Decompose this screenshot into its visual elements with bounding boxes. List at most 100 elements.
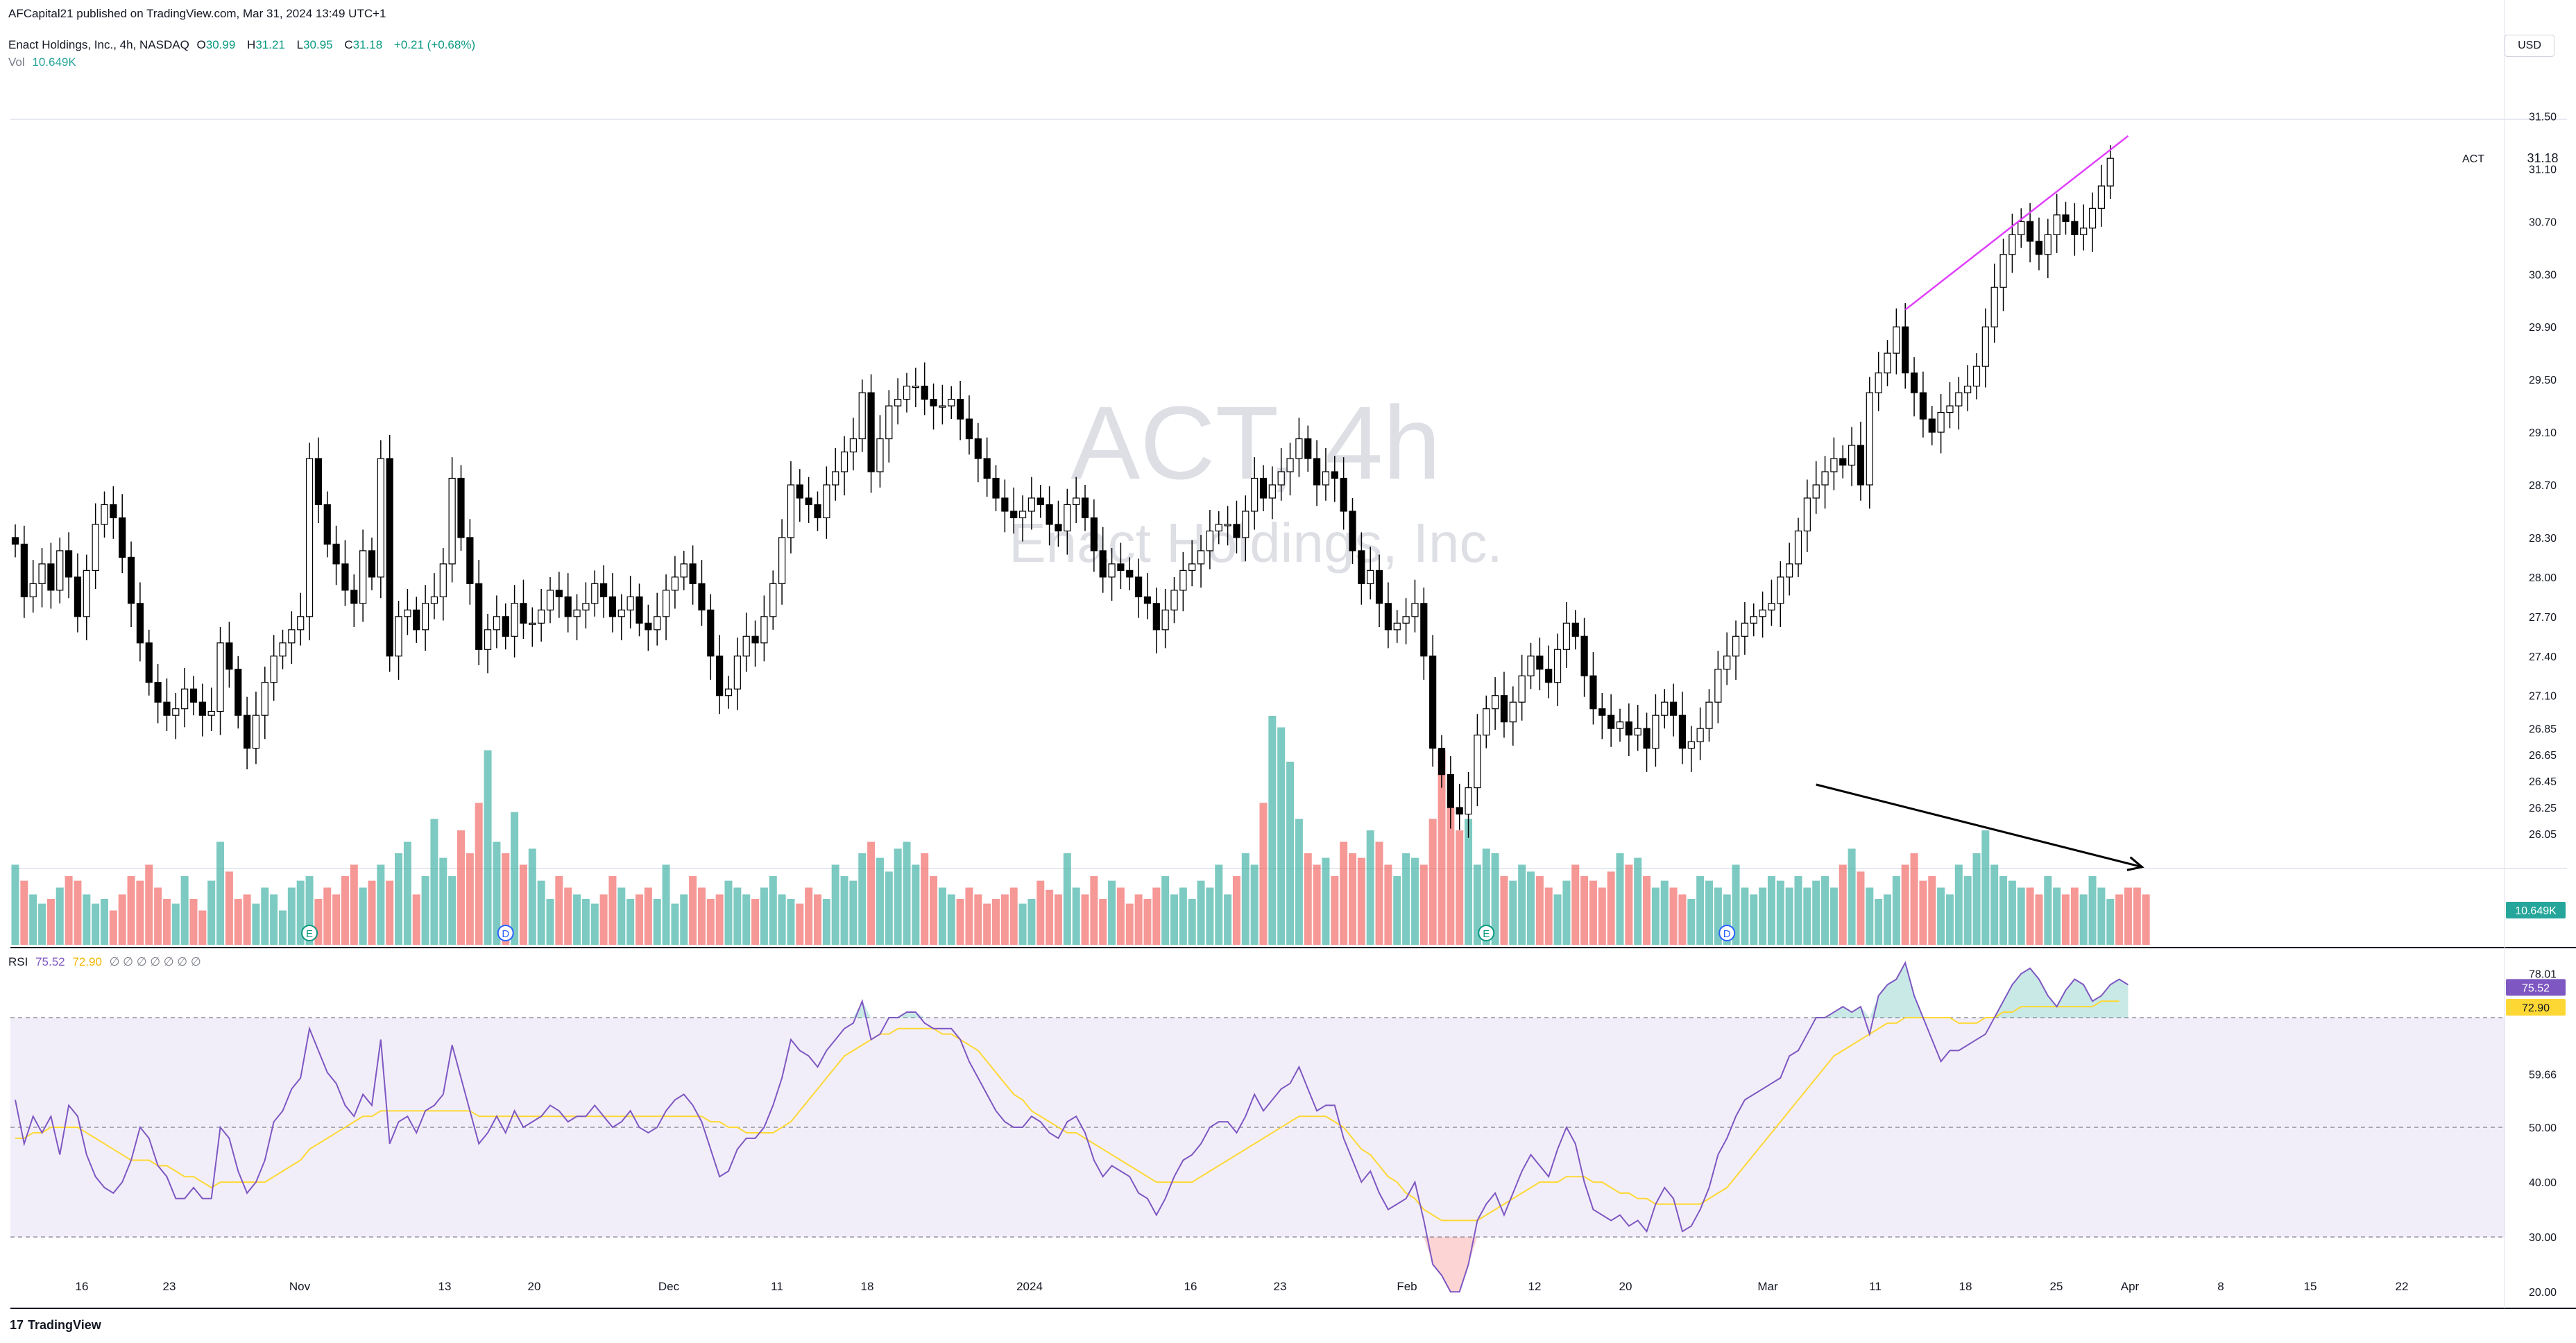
symbol-description: Enact Holdings, Inc., 4h, NASDAQ: [8, 38, 189, 51]
candle-body: [956, 398, 964, 420]
candle-body: [1893, 326, 1900, 354]
volume-bar: [1410, 857, 1419, 945]
time-tick-label: Apr: [2121, 1280, 2140, 1293]
volume-bar: [1990, 864, 1999, 945]
rsi-overbought-fill: [15, 962, 2129, 1018]
candle-body: [832, 471, 839, 486]
volume-bar: [2062, 894, 2070, 945]
volume-bar: [225, 871, 233, 945]
volume-bar: [1232, 876, 1240, 945]
candle-body: [867, 392, 875, 472]
volume-bar: [1331, 876, 1339, 945]
price-tick-label: 30.70: [2529, 216, 2557, 228]
volume-bar: [83, 894, 91, 945]
candle-body: [2008, 234, 2016, 255]
volume-bar: [921, 853, 929, 945]
volume-bar: [1304, 853, 1312, 945]
candle-body: [814, 504, 821, 519]
candle-body: [1946, 405, 1954, 413]
event-marker-label: E: [1483, 928, 1490, 940]
candle-body: [912, 386, 919, 388]
footer-brand: TradingView: [28, 1318, 101, 1332]
candle-body: [1589, 675, 1597, 710]
volume-bar: [1919, 880, 1927, 945]
rsi-line: [15, 961, 2129, 1293]
candle-body: [1018, 511, 1027, 519]
volume-bar: [118, 894, 126, 945]
candle-body: [974, 438, 982, 459]
candle-body: [1126, 570, 1134, 578]
volume-bar: [1206, 887, 1214, 945]
volume-bar: [484, 750, 492, 945]
candle-body: [439, 563, 447, 597]
volume-bar: [1571, 864, 1580, 945]
volume-bar: [1197, 880, 1205, 945]
candle-body: [1456, 807, 1463, 815]
volume-bar: [2044, 876, 2052, 945]
volume-bar: [2124, 887, 2132, 945]
rsi-tick-label: 50.00: [2529, 1122, 2557, 1134]
candle-body: [1884, 352, 1891, 374]
event-marker-d: [497, 925, 514, 941]
last-price-symbol: ACT: [2462, 153, 2484, 165]
volume-bar: [1598, 887, 1606, 945]
volume-bar: [1438, 750, 1446, 945]
volume-bar: [840, 876, 848, 945]
candle-body: [778, 537, 786, 584]
volume-bar: [1366, 830, 1374, 945]
volume-bar: [608, 876, 617, 945]
candle-body: [1206, 530, 1214, 551]
candle-body: [698, 583, 706, 610]
candle-body: [1768, 603, 1775, 610]
volume-bar: [894, 848, 902, 945]
candle-body: [1304, 438, 1312, 459]
volume-bar: [2088, 876, 2097, 945]
volume-bar: [1839, 864, 1847, 945]
candle-body: [689, 563, 697, 584]
candle-body: [1803, 497, 1811, 532]
volume-bar: [2008, 880, 2016, 945]
candle-body: [1349, 511, 1356, 551]
volume-bar: [1125, 903, 1134, 945]
volume-bar: [1625, 864, 1633, 945]
candle-body: [599, 583, 608, 597]
time-tick-label: 18: [861, 1280, 874, 1293]
price-tick-label: 26.65: [2529, 750, 2557, 762]
volume-bar: [323, 887, 332, 945]
volume-bar: [1803, 887, 1811, 945]
candle-body: [83, 570, 90, 617]
volume-bar: [1152, 887, 1161, 945]
volume-bar: [1660, 880, 1669, 945]
candle-body: [546, 590, 554, 610]
volume-bar: [564, 887, 572, 945]
candle-body: [430, 596, 438, 604]
volume-bar: [1518, 864, 1526, 945]
volume-bar: [1277, 727, 1286, 945]
volume-bar: [1286, 762, 1295, 945]
price-tick-label: 28.30: [2529, 533, 2557, 545]
candle-body: [1384, 603, 1392, 631]
candle-body: [680, 563, 688, 578]
candle-body: [110, 504, 117, 519]
volume-bar: [1866, 887, 1874, 945]
volume-bar: [457, 830, 465, 945]
candle-body: [1536, 656, 1544, 670]
candle-body: [261, 682, 268, 716]
candle-body: [1562, 622, 1570, 650]
volume-bar: [2053, 887, 2061, 945]
open-value: 30.99: [205, 38, 236, 51]
currency-button[interactable]: USD: [2505, 35, 2554, 57]
candle-body: [1224, 524, 1231, 527]
candle-body: [1001, 497, 1009, 512]
candle-body: [760, 616, 768, 644]
candle-body: [1955, 392, 1963, 407]
currency-label: USD: [2518, 40, 2541, 51]
time-tick-label: 16: [76, 1280, 89, 1293]
rsi-tick-label: 30.00: [2529, 1232, 2557, 1244]
volume-bar: [1527, 871, 1535, 945]
candle-body: [1215, 524, 1222, 532]
candle-body: [2044, 234, 2052, 255]
volume-bar: [849, 880, 858, 945]
candle-body: [20, 543, 28, 597]
